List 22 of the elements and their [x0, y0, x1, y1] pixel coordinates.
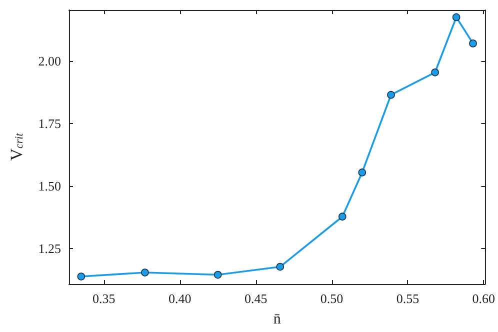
- point: [452, 13, 460, 22]
- point: [358, 168, 366, 176]
- x-tick-label: 0.45: [244, 291, 268, 306]
- x-axis-title: n̄: [273, 312, 282, 328]
- y-tick-label: 1.50: [38, 178, 61, 194]
- x-tick-label: 0.55: [396, 291, 420, 306]
- x-tick-label: 0.40: [168, 291, 192, 306]
- y-tick-label: 2.00: [38, 54, 61, 69]
- point: [141, 268, 149, 276]
- point: [77, 272, 86, 280]
- point: [387, 90, 395, 99]
- point: [214, 270, 222, 279]
- point: [469, 40, 477, 48]
- x-tick-label: 0.60: [472, 291, 496, 306]
- x-tick-label: 0.50: [320, 291, 344, 306]
- y-tick-label: 1.75: [38, 116, 61, 132]
- x-tick-label: 0.35: [92, 291, 116, 306]
- point: [276, 262, 284, 271]
- y-tick-label: 1.25: [38, 240, 61, 256]
- point: [338, 212, 346, 221]
- y-axis-title: Vcrit: [7, 132, 26, 161]
- point: [431, 68, 439, 76]
